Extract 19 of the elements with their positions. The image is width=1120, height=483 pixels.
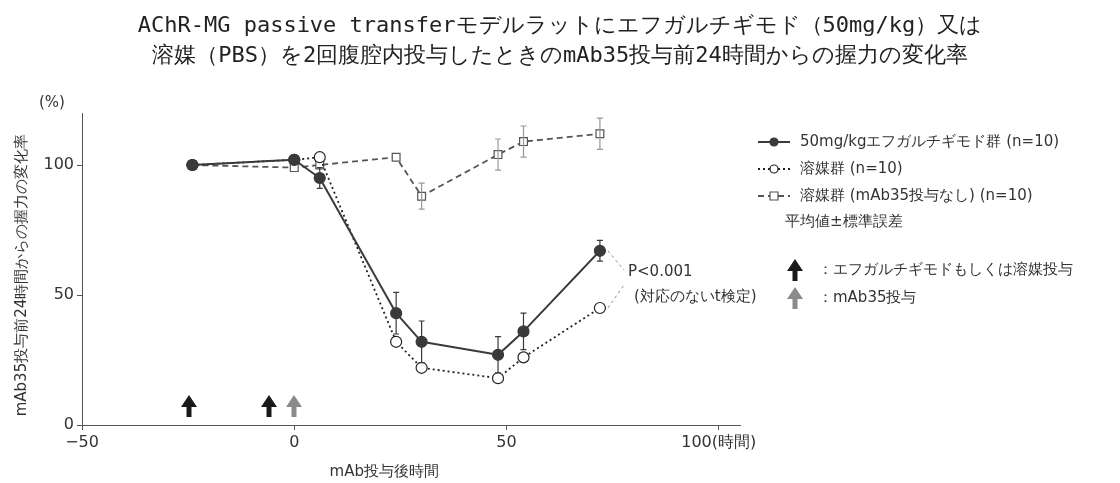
y-tick-label: 100 xyxy=(43,154,74,174)
text: ：mAb35投与 xyxy=(818,287,917,306)
y-axis-title: mAb35投与前24時間からの握力の変化率 xyxy=(11,133,30,417)
y-tick-label: 50 xyxy=(53,284,74,304)
x-axis-title: mAb投与後時間 xyxy=(329,461,439,480)
x-tick-label: 100(時間) xyxy=(681,431,757,451)
annotation: P<0.001 xyxy=(628,261,693,280)
text: ：エフガルチギモドもしくは溶媒投与 xyxy=(818,259,1073,278)
x-tick-label: −50 xyxy=(65,431,99,451)
legend-label: 50mg/kgエフガルチギモド群 (n=10) xyxy=(800,131,1060,150)
annotation: (対応のないt検定) xyxy=(634,286,757,305)
legend-label: 溶媒群 (mAb35投与なし) (n=10) xyxy=(800,185,1033,204)
y-tick-label: 0 xyxy=(63,414,74,434)
chart-title: AChR-MG passive transferモデルラットにエフガルチギモド（50mg/kg）又は溶媒（PBS）を2回腹腔内投与したときのmAb35投与前24時間からの握力の変化率 xyxy=(136,11,984,69)
text: 平均値±標準誤差 xyxy=(785,211,903,230)
x-tick-label: 0 xyxy=(289,431,300,451)
x-tick-label: 50 xyxy=(496,431,517,451)
legend-label: 溶媒群 (n=10) xyxy=(800,158,903,177)
text: (%) xyxy=(39,92,65,111)
